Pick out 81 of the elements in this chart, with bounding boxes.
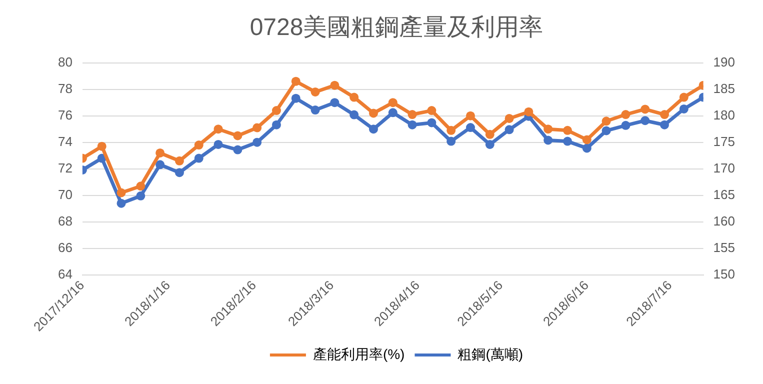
point [388,98,398,108]
y-tick-label: 72 [58,160,72,176]
point [174,156,184,166]
y2-tick-label: 180 [713,107,736,122]
point [291,94,300,103]
y-tick-label: 74 [58,134,72,149]
point [466,111,475,120]
legend-label: 粗鋼(萬噸) [458,346,524,362]
point [446,136,456,146]
point [679,92,688,102]
y-tick-label: 78 [58,80,72,96]
point [272,106,281,116]
point [97,142,106,151]
point [116,188,126,198]
point [621,120,630,130]
y2-tick-label: 160 [713,214,736,228]
point [408,120,417,130]
point [640,116,650,126]
legend-label: 產能利用率(%) [312,346,405,362]
point [621,110,630,120]
point [485,130,494,139]
point [640,104,650,114]
point [252,138,262,147]
point [563,126,572,135]
point [330,80,340,90]
point [194,154,204,163]
y-tick-label: 68 [58,214,72,228]
point [310,87,320,96]
point [233,131,242,140]
chart-title: 0728美國粗鋼產量及利用率 [250,14,544,42]
point [156,160,165,170]
point [214,124,223,134]
point [350,92,359,102]
point [310,106,320,115]
point [602,116,611,126]
point [174,168,184,178]
y-tick-label: 70 [58,186,72,202]
y2-tick-label: 165 [713,186,736,202]
point [602,126,611,136]
y-tick-label: 64 [58,266,72,282]
point [544,136,553,145]
y-tick-label: 66 [58,240,72,256]
point [660,120,670,130]
y2-tick-label: 190 [713,54,736,70]
point [660,110,670,120]
point [544,124,553,134]
point [408,110,417,120]
point [582,135,592,144]
point [388,108,398,118]
point [427,106,436,116]
point [446,126,456,135]
y-tick-label: 76 [58,107,72,122]
point [214,140,223,149]
point [136,191,146,200]
point [252,123,262,132]
y2-tick-label: 155 [713,240,736,256]
point [272,120,281,130]
point [291,76,300,86]
point [504,114,514,123]
point [368,108,378,118]
y2-tick-label: 150 [713,266,736,282]
point [116,198,126,208]
point [563,136,572,146]
point [485,140,494,149]
point [427,118,436,128]
point [136,182,146,191]
point [194,140,204,150]
y2-tick-label: 185 [713,80,736,96]
point [156,148,165,158]
point [350,110,359,120]
point [524,107,534,116]
point [233,145,242,154]
y-tick-label: 80 [58,54,72,70]
point [504,125,514,134]
point [330,98,340,108]
point [679,104,688,114]
y2-tick-label: 170 [713,160,736,176]
point [368,124,378,134]
point [582,144,592,153]
y2-tick-label: 175 [713,134,736,149]
point [466,123,475,132]
